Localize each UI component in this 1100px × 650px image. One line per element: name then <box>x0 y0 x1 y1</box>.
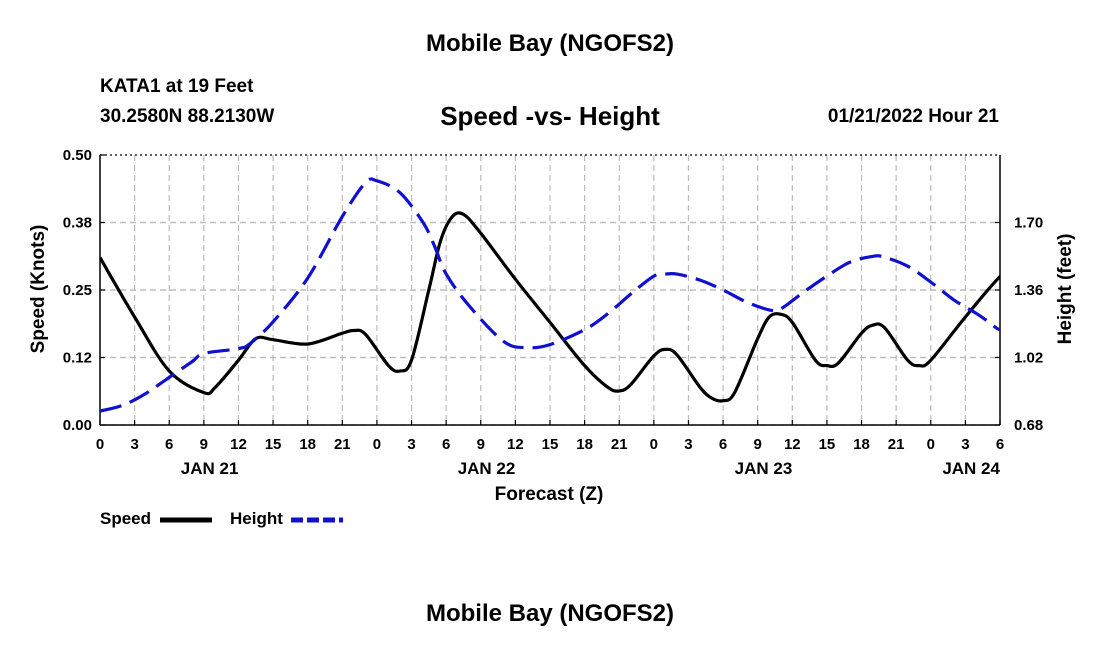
y-tick-label: 0.38 <box>63 215 92 232</box>
grid <box>100 155 1000 426</box>
main-title: Mobile Bay (NGOFS2) <box>425 30 675 57</box>
y2-tick-label: 0.68 <box>1014 417 1043 434</box>
axis-labels: Forecast (Z) Speed (Knots) Height (feet)… <box>28 147 1076 505</box>
x-axis-title: Forecast (Z) <box>495 484 604 505</box>
x-tick-label: 15 <box>542 436 559 453</box>
x-date-label: JAN 21 <box>181 459 239 478</box>
legend-height-label: Height <box>230 509 283 528</box>
x-tick-label: 3 <box>130 436 138 453</box>
axes <box>99 154 1001 426</box>
x-tick-label: 12 <box>230 436 247 453</box>
y-tick-label: 0.50 <box>63 147 92 164</box>
y-tick-label: 0.00 <box>63 417 92 434</box>
x-tick-label: 6 <box>996 436 1004 453</box>
x-tick-label: 9 <box>754 436 762 453</box>
series-height-line <box>100 177 1000 413</box>
x-tick-label: 6 <box>442 436 450 453</box>
x-date-label: JAN 24 <box>942 459 1000 478</box>
series <box>100 177 1000 413</box>
y-tick-label: 0.25 <box>63 282 92 299</box>
station-label: KATA1 at 19 Feet <box>100 76 254 97</box>
y-tick-label: 0.12 <box>63 350 92 367</box>
y2-tick-label: 1.02 <box>1014 350 1043 367</box>
x-tick-label: 9 <box>200 436 208 453</box>
station-coordinates: 30.2580N 88.2130W <box>100 106 275 127</box>
x-tick-label: 18 <box>576 436 593 453</box>
x-tick-label: 0 <box>650 436 658 453</box>
x-tick-label: 9 <box>477 436 485 453</box>
x-tick-label: 15 <box>819 436 836 453</box>
y2-axis-title: Height (feet) <box>1055 234 1076 345</box>
x-tick-label: 6 <box>719 436 727 453</box>
chart-subtitle: Speed -vs- Height <box>440 101 660 131</box>
x-date-label: JAN 23 <box>735 459 793 478</box>
series-speed-line <box>100 211 1000 403</box>
x-tick-label: 0 <box>927 436 935 453</box>
x-tick-label: 3 <box>684 436 692 453</box>
x-tick-label: 6 <box>165 436 173 453</box>
x-date-label: JAN 22 <box>458 459 516 478</box>
x-tick-label: 18 <box>299 436 316 453</box>
x-tick-label: 3 <box>407 436 415 453</box>
x-tick-label: 0 <box>373 436 381 453</box>
y-axis-title: Speed (Knots) <box>28 225 49 354</box>
x-tick-label: 0 <box>96 436 104 453</box>
x-tick-label: 15 <box>265 436 282 453</box>
x-tick-label: 12 <box>784 436 801 453</box>
run-timestamp: 01/21/2022 Hour 21 <box>827 106 999 127</box>
bottom-title: Mobile Bay (NGOFS2) <box>425 600 675 627</box>
y2-tick-label: 1.36 <box>1014 282 1043 299</box>
y2-tick-label: 1.70 <box>1014 215 1043 232</box>
x-tick-label: 21 <box>888 436 905 453</box>
x-tick-label: 18 <box>853 436 870 453</box>
x-tick-label: 3 <box>961 436 969 453</box>
x-tick-label: 12 <box>507 436 524 453</box>
x-tick-label: 21 <box>334 436 351 453</box>
legend-speed-label: Speed <box>100 509 152 528</box>
x-tick-label: 21 <box>611 436 628 453</box>
